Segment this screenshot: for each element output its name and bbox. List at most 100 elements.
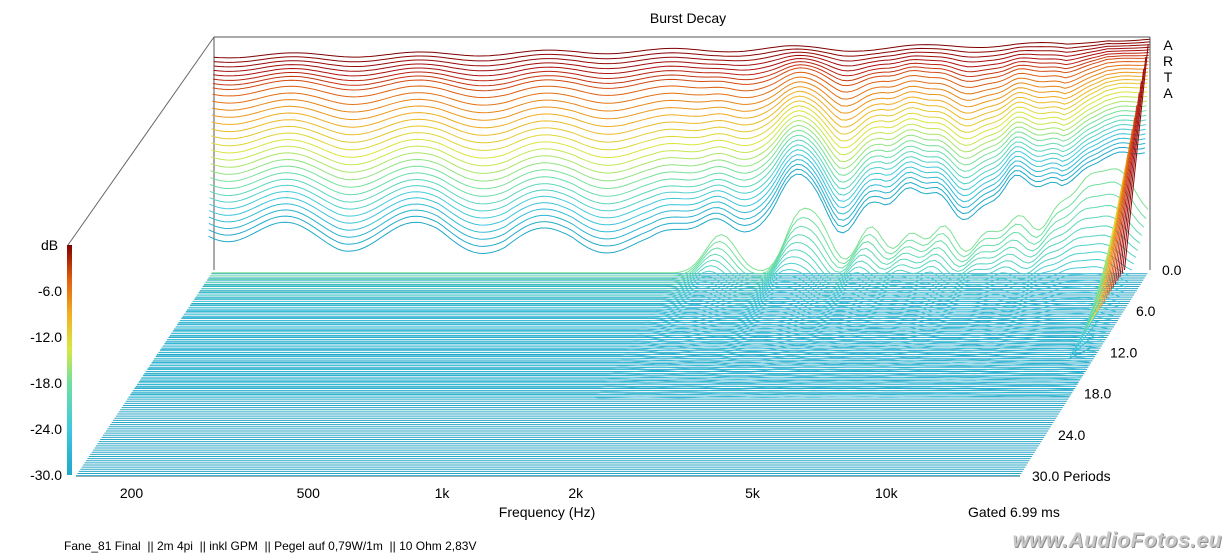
decay-slice bbox=[128, 395, 1070, 399]
z-tick-label: -24.0 bbox=[30, 421, 62, 437]
decay-slice bbox=[160, 339, 1100, 351]
decay-slice bbox=[179, 297, 1118, 322]
decay-slice bbox=[143, 370, 1084, 376]
decay-slice bbox=[137, 381, 1078, 386]
z-axis-ticks: -6.0 -12.0 -18.0 -24.0 -30.0 bbox=[30, 283, 62, 483]
x-tick-label: 200 bbox=[120, 485, 144, 501]
decay-slice bbox=[162, 335, 1102, 348]
decay-slice bbox=[166, 327, 1106, 341]
decay-slice bbox=[158, 344, 1098, 354]
decay-slice bbox=[210, 91, 1148, 159]
hf-slice bbox=[1112, 105, 1138, 288]
decay-slice bbox=[212, 57, 1149, 92]
decay-slice bbox=[213, 38, 1151, 59]
decay-slice bbox=[210, 95, 1148, 167]
decay-slice bbox=[181, 291, 1120, 319]
gated-annotation: Gated 6.99 ms bbox=[968, 504, 1060, 520]
brand-letter: A bbox=[1163, 85, 1173, 101]
z-tick-label: -18.0 bbox=[30, 375, 62, 391]
hf-slice bbox=[1105, 141, 1131, 299]
measurement-caption: Fane_81 Final || 2m 4pi || inkl GPM || P… bbox=[64, 539, 477, 553]
decay-slice bbox=[208, 151, 1145, 255]
depth-tick-label: 12.0 bbox=[1110, 344, 1137, 360]
decay-slice bbox=[171, 317, 1110, 335]
decay-slice bbox=[196, 243, 1135, 296]
dB-colorbar bbox=[67, 245, 72, 475]
decay-slice bbox=[169, 322, 1108, 338]
decay-slice bbox=[175, 307, 1114, 328]
decay-slice bbox=[209, 119, 1147, 205]
depth-guide-line bbox=[67, 36, 215, 246]
decay-slice bbox=[186, 279, 1124, 312]
decay-slice bbox=[210, 86, 1148, 151]
x-tick-label: 1k bbox=[435, 485, 451, 501]
decay-slice bbox=[173, 312, 1112, 332]
decay-slice bbox=[141, 374, 1082, 379]
hf-slice bbox=[1119, 68, 1145, 278]
x-tick-label: 500 bbox=[297, 485, 321, 501]
decay-slice bbox=[212, 60, 1149, 99]
chart-title: Burst Decay bbox=[650, 10, 726, 26]
decay-slice bbox=[210, 100, 1147, 174]
decay-slice bbox=[154, 351, 1094, 360]
decay-slice bbox=[213, 49, 1150, 77]
x-tick-label: 5k bbox=[745, 485, 761, 501]
decay-slice bbox=[149, 359, 1090, 367]
decay-slice bbox=[212, 64, 1149, 106]
x-tick-label: 2k bbox=[568, 485, 584, 501]
depth-tick-label: 18.0 bbox=[1084, 386, 1111, 402]
decay-slice bbox=[194, 251, 1133, 299]
decay-slice bbox=[192, 258, 1131, 302]
decay-slice bbox=[211, 75, 1148, 129]
decay-slice bbox=[211, 168, 1149, 274]
decay-slice bbox=[208, 142, 1146, 240]
x-axis-ticks: 200 500 1k 2k 5k 10k bbox=[120, 485, 899, 501]
hf-slice bbox=[1110, 117, 1136, 292]
decay-slice bbox=[211, 82, 1148, 144]
decay-slice bbox=[211, 78, 1148, 136]
decay-slice bbox=[209, 114, 1147, 197]
depth-tick-label: 30.0 Periods bbox=[1032, 468, 1111, 484]
decay-slice bbox=[132, 388, 1074, 392]
z-axis-label: dB bbox=[41, 237, 58, 253]
decay-slice bbox=[190, 266, 1128, 306]
brand-letter: A bbox=[1163, 37, 1173, 53]
x-tick-label: 10k bbox=[875, 485, 899, 501]
decay-slice bbox=[211, 71, 1149, 121]
decay-slice bbox=[213, 41, 1150, 63]
decay-slice bbox=[209, 128, 1146, 219]
decay-slice bbox=[209, 133, 1146, 226]
decay-slice bbox=[213, 46, 1150, 72]
decay-slice bbox=[205, 204, 1143, 283]
decay-slice bbox=[152, 355, 1092, 364]
depth-axis-ticks: 0.0 6.0 12.0 18.0 24.0 30.0 Periods bbox=[1032, 262, 1182, 484]
decay-slice bbox=[210, 110, 1147, 190]
decay-slice bbox=[156, 348, 1096, 357]
decay-slice bbox=[213, 44, 1150, 68]
decay-slice bbox=[212, 52, 1150, 82]
decay-slice bbox=[207, 193, 1145, 280]
decay-slice bbox=[147, 363, 1088, 370]
hf-slice bbox=[1067, 347, 1093, 360]
hf-slice bbox=[1121, 56, 1147, 274]
z-tick-label: -6.0 bbox=[38, 283, 62, 299]
hf-slice bbox=[1124, 44, 1149, 271]
hf-slice bbox=[1072, 322, 1097, 353]
decay-slice bbox=[212, 67, 1149, 114]
hf-slice bbox=[1070, 335, 1095, 356]
hf-slice bbox=[1108, 129, 1133, 296]
decay-slice bbox=[199, 234, 1137, 293]
waterfall-surface bbox=[128, 38, 1151, 399]
decay-slice bbox=[184, 285, 1122, 315]
decay-slice bbox=[209, 123, 1146, 212]
depth-tick-label: 24.0 bbox=[1058, 427, 1085, 443]
depth-tick-label: 6.0 bbox=[1136, 303, 1156, 319]
hf-slice bbox=[1114, 93, 1140, 285]
brand-letter: T bbox=[1164, 69, 1173, 85]
brand-letter: R bbox=[1163, 53, 1173, 69]
decay-slice bbox=[201, 225, 1139, 290]
hf-slice bbox=[1117, 81, 1142, 281]
z-tick-label: -30.0 bbox=[30, 467, 62, 483]
z-tick-label: -12.0 bbox=[30, 329, 62, 345]
